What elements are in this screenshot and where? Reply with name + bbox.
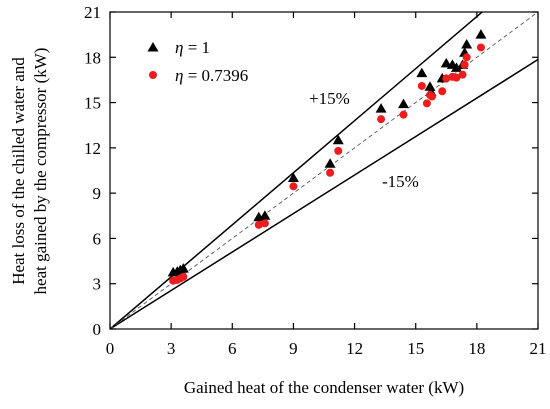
circle-point bbox=[462, 53, 471, 62]
triangle-point bbox=[461, 38, 473, 49]
x-tick-label: 0 bbox=[106, 339, 115, 358]
legend-eta-value: = 0.7396 bbox=[183, 66, 248, 85]
legend-eta-symbol: η bbox=[175, 38, 183, 57]
y-axis-title-line-2: heat gained by the compressor (kW) bbox=[31, 48, 50, 295]
y-tick-label: 3 bbox=[93, 275, 102, 294]
x-tick-label: 9 bbox=[289, 339, 298, 358]
triangle-point bbox=[259, 210, 271, 220]
x-tick-label: 12 bbox=[346, 339, 363, 358]
y-tick-label: 15 bbox=[84, 94, 101, 113]
plot-frame bbox=[109, 11, 539, 330]
triangle-point bbox=[440, 57, 452, 68]
circle-point bbox=[476, 43, 485, 52]
axis-ticks: 0 3 6 9 12 15 18 21 0 3 6 9 12 15 18 21 bbox=[84, 3, 547, 358]
circle-point bbox=[442, 74, 451, 83]
plus-15-percent-label: +15% bbox=[309, 89, 350, 108]
circle-point bbox=[334, 146, 343, 155]
circle-point bbox=[417, 81, 426, 90]
x-axis-title: Gained heat of the condenser water (kW) bbox=[184, 378, 464, 397]
y-axis-title-line-1: Heat loss of the chilled water and bbox=[9, 57, 28, 285]
data-points bbox=[167, 29, 487, 285]
circle-point bbox=[289, 182, 298, 191]
x-tick-label: 6 bbox=[228, 339, 237, 358]
triangle-point bbox=[416, 67, 428, 78]
circle-point bbox=[399, 110, 408, 119]
triangle-point bbox=[375, 103, 387, 113]
y-tick-label: 9 bbox=[93, 184, 102, 203]
circle-point bbox=[458, 70, 467, 79]
legend: η = 1 η = 0.7396 bbox=[147, 38, 248, 85]
triangle-point bbox=[450, 62, 462, 72]
triangle-point bbox=[177, 263, 189, 273]
legend-circle-marker bbox=[149, 71, 157, 79]
legend-eta-symbol: η bbox=[175, 66, 183, 85]
triangle-point bbox=[324, 158, 336, 168]
circle-point bbox=[428, 92, 437, 101]
minus-15-percent-label: -15% bbox=[382, 172, 419, 191]
legend-label-eta-07396: η = 0.7396 bbox=[175, 66, 248, 85]
x-tick-label: 3 bbox=[167, 339, 176, 358]
y-tick-label: 18 bbox=[84, 48, 101, 67]
legend-label-eta-1: η = 1 bbox=[175, 38, 210, 57]
x-tick-label: 18 bbox=[468, 339, 485, 358]
circle-point bbox=[422, 99, 431, 108]
triangle-point bbox=[397, 98, 409, 109]
legend-triangle-marker bbox=[147, 42, 159, 52]
y-tick-label: 21 bbox=[84, 3, 101, 22]
circle-point bbox=[460, 60, 469, 69]
legend-eta-value: = 1 bbox=[183, 38, 210, 57]
y-tick-label: 0 bbox=[93, 320, 102, 339]
y-tick-label: 6 bbox=[93, 229, 102, 248]
triangle-point bbox=[475, 29, 487, 39]
y-axis-title: Heat loss of the chilled water and heat … bbox=[9, 48, 50, 295]
x-tick-label: 15 bbox=[407, 339, 424, 358]
circle-point bbox=[179, 272, 188, 281]
minus-15-percent-line bbox=[110, 58, 538, 329]
circle-point bbox=[452, 73, 461, 82]
triangle-point bbox=[287, 172, 299, 183]
circle-point bbox=[254, 220, 263, 229]
circle-point bbox=[377, 115, 386, 124]
circle-point bbox=[438, 87, 447, 96]
circle-point bbox=[260, 219, 269, 228]
triangle-point bbox=[332, 134, 344, 145]
y-tick-label: 12 bbox=[84, 139, 101, 158]
x-tick-label: 21 bbox=[530, 339, 547, 358]
circle-point bbox=[326, 168, 335, 177]
triangle-point bbox=[424, 81, 436, 91]
